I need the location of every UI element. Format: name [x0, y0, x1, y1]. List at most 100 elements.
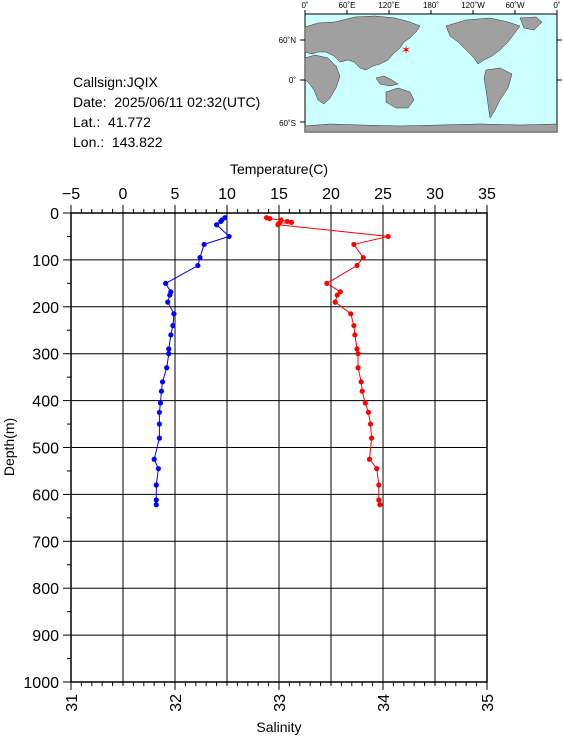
callsign-value: JQIX: [126, 74, 158, 90]
australia-land: [385, 87, 415, 109]
chart-series: [151, 215, 391, 508]
map-lon-tick-3: 180˚: [423, 1, 439, 10]
salinity-axis-label: Salinity: [256, 719, 301, 735]
salinity-data-point: [195, 262, 201, 269]
temperature-data-point: [324, 280, 330, 286]
salinity-data-point: [164, 365, 170, 371]
y-tick-label: 400: [32, 394, 59, 411]
salinity-data-point: [170, 322, 176, 329]
temperature-tick-label: 25: [374, 186, 392, 203]
temperature-data-point: [360, 254, 366, 261]
salinity-data-point: [197, 254, 203, 261]
temperature-axis-label: Temperature(C): [230, 161, 328, 177]
chart-ticks: [63, 205, 488, 690]
salinity-data-point: [156, 435, 162, 441]
temperature-tick-label: 30: [426, 186, 444, 203]
temperature-data-point: [374, 466, 380, 472]
salinity-data-point: [156, 421, 162, 427]
temperature-data-point: [385, 233, 391, 240]
map-lat-tick-2: 60˚S: [279, 119, 296, 128]
temperature-data-point: [352, 332, 358, 338]
map-lon-tick-2: 120˚E: [378, 1, 399, 10]
station-info: Callsign:JQIX Date: 2025/06/11 02:32(UTC…: [73, 72, 260, 152]
depth-axis-label: Depth(m): [1, 418, 17, 476]
y-tick-label: 700: [32, 534, 59, 551]
salinity-data-point: [155, 466, 161, 472]
chart-grid: [70, 212, 488, 683]
map-lat-tick-1: 0˚: [289, 76, 296, 85]
africa-land: [304, 54, 341, 105]
temperature-tick-labels: −5 0 5 10 15 20 25 30 35: [62, 186, 496, 203]
date-value: 2025/06/11 02:32(UTC): [114, 94, 261, 110]
map-lat-tick-0: 60˚N: [279, 36, 297, 45]
y-tick-label: 200: [32, 300, 59, 317]
temperature-data-point: [354, 262, 360, 269]
map-lon-tick-6: 0˚: [553, 1, 560, 10]
temperature-tick-label: 15: [270, 186, 288, 203]
salinity-tick-label: 32: [168, 694, 185, 712]
salinity-data-point: [218, 218, 224, 225]
date-line: Date: 2025/06/11 02:32(UTC): [73, 92, 260, 112]
map-lon-tick-1: 60˚E: [339, 1, 356, 10]
temperature-data-point: [288, 219, 295, 225]
y-tick-label: 900: [32, 628, 59, 645]
antarctica-land: [304, 123, 558, 133]
temperature-data-point: [367, 421, 374, 427]
map-land: [304, 15, 558, 133]
lon-label: Lon.:: [73, 134, 105, 150]
plot-frame: [70, 212, 488, 683]
map-lat-ticks: 60˚N 0˚ 60˚S: [279, 36, 297, 128]
indonesia-land: [375, 75, 399, 87]
salinity-data-point: [166, 351, 172, 357]
temperature-data-point: [275, 222, 281, 228]
temperature-data-point: [358, 379, 364, 385]
salinity-profile-line: [153, 217, 231, 505]
lat-line: Lat.: 41.772: [73, 112, 260, 132]
temperature-data-point: [354, 346, 360, 352]
temperature-data-point: [267, 216, 273, 222]
salinity-data-point: [226, 233, 232, 240]
temperature-data-point: [332, 299, 338, 305]
lon-line: Lon.: 143.822: [73, 132, 260, 152]
temperature-data-point: [376, 482, 382, 488]
temperature-data-point: [362, 400, 368, 406]
temperature-data-point: [365, 409, 372, 415]
map-lon-ticks: 0˚ 60˚E 120˚E 180˚ 120˚W 60˚W 0˚: [301, 1, 560, 10]
temperature-data-point: [351, 241, 357, 248]
eurasia-land: [304, 15, 421, 71]
y-tick-label: 800: [32, 581, 59, 598]
salinity-data-point: [163, 280, 169, 286]
salinity-tick-label: 31: [64, 694, 81, 712]
salinity-data-point: [201, 241, 207, 248]
salinity-tick-label: 35: [480, 694, 497, 712]
lon-value: 143.822: [111, 134, 163, 150]
salinity-tick-label: 33: [272, 694, 289, 712]
salinity-data-point: [153, 497, 159, 503]
y-tick-label: 0: [50, 206, 59, 223]
temperature-data-point: [348, 311, 354, 317]
temperature-data-point: [284, 218, 290, 225]
temperature-data-point: [376, 497, 382, 503]
temperature-tick-label: 0: [119, 186, 128, 203]
temperature-data-point: [355, 365, 361, 371]
salinity-tick-labels: 31 32 33 34 35: [64, 694, 497, 712]
salinity-data-point: [171, 311, 177, 317]
salinity-data-point: [165, 299, 171, 305]
temperature-data-point: [351, 322, 357, 329]
map-lon-tick-4: 120˚W: [461, 1, 485, 10]
temperature-tick-label: −5: [62, 186, 80, 203]
north-america-land: [445, 17, 521, 65]
salinity-data-point: [167, 292, 173, 298]
temperature-data-point: [337, 289, 343, 295]
south-america-land: [483, 67, 513, 119]
location-map: ✶ 0˚ 60˚E 120˚E 180˚ 120˚W 60˚W 0˚ 60˚N …: [279, 1, 562, 133]
temperature-tick-label: 20: [322, 186, 340, 203]
temperature-data-point: [334, 292, 340, 298]
salinity-data-point: [168, 332, 174, 338]
temperature-tick-label: 35: [478, 186, 496, 203]
greenland-land: [519, 16, 543, 31]
station-marker-icon: ✶: [401, 43, 411, 57]
y-tick-label: 500: [32, 441, 59, 458]
map-lon-tick-5: 60˚W: [505, 1, 525, 10]
